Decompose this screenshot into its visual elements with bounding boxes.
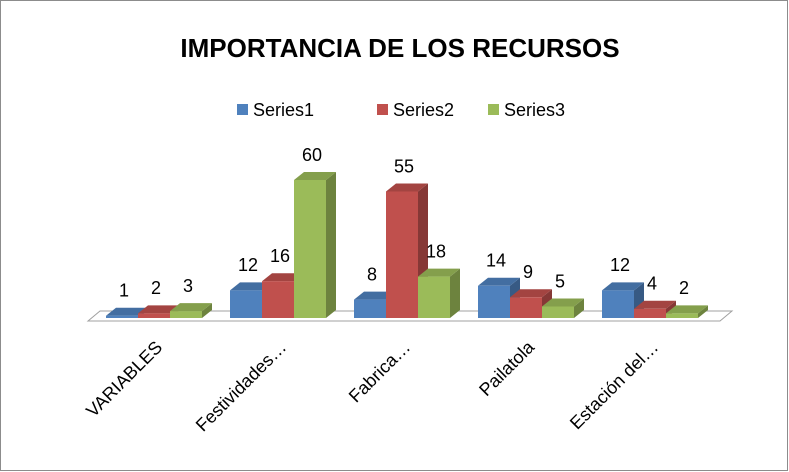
- bar-front: [666, 313, 698, 318]
- bar-front: [262, 281, 294, 318]
- bar-top: [386, 183, 428, 192]
- bar-top: [230, 282, 272, 291]
- data-label: 3: [183, 276, 193, 296]
- bar-front: [602, 290, 634, 318]
- legend-label: Series1: [253, 100, 314, 120]
- bar-top: [138, 305, 180, 314]
- bar-top: [262, 273, 304, 282]
- bar-top: [666, 305, 708, 314]
- bar-top: [106, 307, 148, 316]
- bar-top: [354, 291, 396, 300]
- data-label: 12: [610, 255, 630, 275]
- bar-front: [294, 180, 326, 318]
- legend-swatch: [488, 104, 499, 115]
- bar-top: [478, 277, 520, 286]
- data-label: 14: [486, 251, 506, 271]
- data-label: 1: [119, 280, 129, 300]
- legend-swatch: [237, 104, 248, 115]
- data-label: 60: [302, 145, 322, 165]
- bar-side: [574, 298, 584, 318]
- data-label: 4: [647, 274, 657, 294]
- bar-front: [106, 315, 138, 318]
- data-label: 2: [151, 278, 161, 298]
- legend-label: Series3: [504, 100, 565, 120]
- data-label: 5: [555, 271, 565, 291]
- bar-front: [478, 285, 510, 318]
- data-label: 8: [367, 264, 377, 284]
- bar: [666, 305, 708, 318]
- data-label: 12: [238, 255, 258, 275]
- bar-top: [418, 268, 460, 277]
- bar-top: [634, 300, 676, 309]
- bar-top: [170, 303, 212, 312]
- bar-front: [418, 276, 450, 318]
- data-label: 2: [679, 278, 689, 298]
- bar-side: [326, 172, 336, 318]
- bar-top: [294, 172, 336, 180]
- data-label: 9: [523, 262, 533, 282]
- bar-front: [634, 308, 666, 318]
- bar-front: [386, 191, 418, 318]
- bar: [542, 298, 584, 318]
- bar-front: [542, 306, 574, 318]
- legend-swatch: [377, 104, 388, 115]
- bar-side: [698, 305, 708, 318]
- legend-label: Series2: [393, 100, 454, 120]
- bar-side: [450, 268, 460, 318]
- bar-side: [202, 303, 212, 318]
- data-label: 55: [394, 156, 414, 176]
- bar-top: [602, 282, 644, 291]
- data-label: 16: [270, 246, 290, 266]
- bar: [170, 303, 212, 318]
- bar-front: [510, 297, 542, 318]
- bar-top: [542, 298, 584, 307]
- bar-top: [510, 289, 552, 298]
- bar-front: [230, 290, 262, 318]
- data-label: 18: [426, 241, 446, 261]
- bar: [418, 268, 460, 318]
- chart-title: IMPORTANCIA DE LOS RECURSOS: [180, 33, 619, 63]
- bar-front: [138, 313, 170, 318]
- bar: [294, 172, 336, 318]
- bar-front: [354, 299, 386, 318]
- bar-front: [170, 311, 202, 318]
